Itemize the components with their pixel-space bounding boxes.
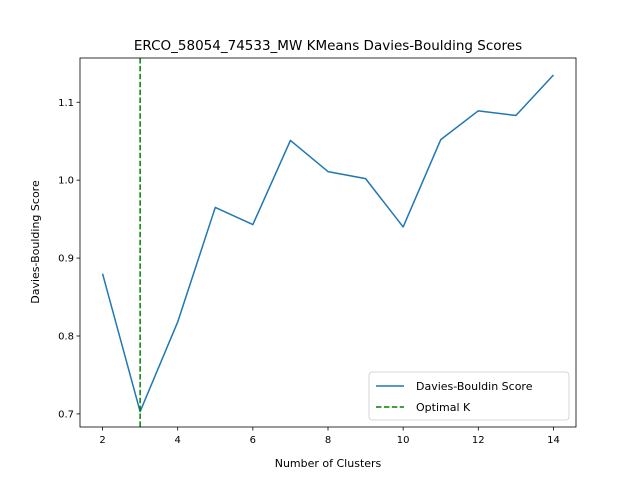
y-tick-label: 0.9 (58, 254, 74, 265)
y-axis: 0.7 0.8 0.9 1.0 1.1 (58, 98, 80, 420)
y-tick-label: 0.7 (58, 409, 74, 420)
x-tick-label: 10 (397, 435, 410, 446)
series-line-0 (101, 74, 554, 413)
y-tick-label: 0.8 (58, 331, 74, 342)
x-tick-label: 2 (99, 435, 105, 446)
legend-label-optimal-k: Optimal K (416, 401, 471, 414)
legend-label-series: Davies-Bouldin Score (416, 380, 533, 393)
x-tick-label: 4 (175, 435, 181, 446)
x-tick-label: 14 (547, 435, 560, 446)
x-tick-label: 12 (472, 435, 485, 446)
chart-title: ERCO_58054_74533_MW KMeans Davies-Bouldi… (134, 38, 522, 54)
x-tick-label: 8 (325, 435, 331, 446)
plot-area (101, 58, 554, 427)
legend: Davies-Bouldin Score Optimal K (368, 371, 570, 421)
x-axis-label: Number of Clusters (275, 457, 382, 470)
axes-frame (79, 57, 577, 428)
y-tick-label: 1.1 (58, 98, 74, 109)
y-tick-label: 1.0 (58, 176, 74, 187)
plot-frame (79, 57, 577, 428)
x-tick-label: 6 (250, 435, 256, 446)
x-axis: 2 4 6 8 10 12 14 (99, 427, 560, 446)
y-axis-label: Davies-Boulding Score (29, 180, 42, 304)
legend-box (368, 371, 570, 421)
